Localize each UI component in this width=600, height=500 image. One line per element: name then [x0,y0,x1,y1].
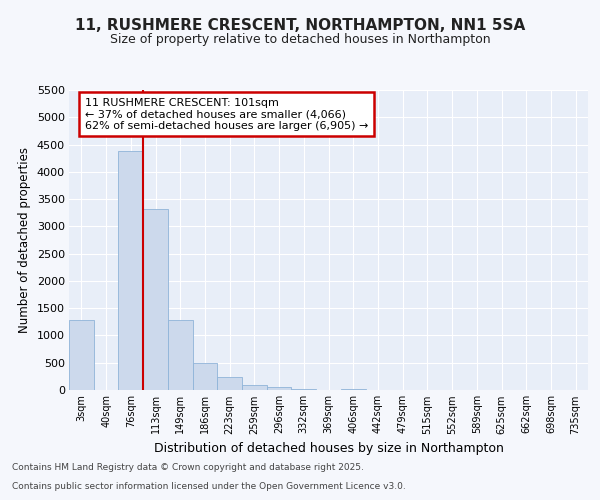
Bar [242,384,267,390]
Text: 11, RUSHMERE CRESCENT, NORTHAMPTON, NN1 5SA: 11, RUSHMERE CRESCENT, NORTHAMPTON, NN1 … [75,18,525,32]
Bar [267,386,292,390]
X-axis label: Distribution of detached houses by size in Northampton: Distribution of detached houses by size … [154,442,503,455]
Bar [143,208,168,390]
Bar [69,320,94,390]
Bar [292,389,316,390]
Text: Size of property relative to detached houses in Northampton: Size of property relative to detached ho… [110,32,490,46]
Text: Contains HM Land Registry data © Crown copyright and database right 2025.: Contains HM Land Registry data © Crown c… [12,464,364,472]
Bar [341,389,365,390]
Text: 11 RUSHMERE CRESCENT: 101sqm
← 37% of detached houses are smaller (4,066)
62% of: 11 RUSHMERE CRESCENT: 101sqm ← 37% of de… [85,98,368,130]
Text: Contains public sector information licensed under the Open Government Licence v3: Contains public sector information licen… [12,482,406,491]
Bar [217,377,242,390]
Bar [193,362,217,390]
Bar [118,152,143,390]
Y-axis label: Number of detached properties: Number of detached properties [18,147,31,333]
Bar [168,320,193,390]
